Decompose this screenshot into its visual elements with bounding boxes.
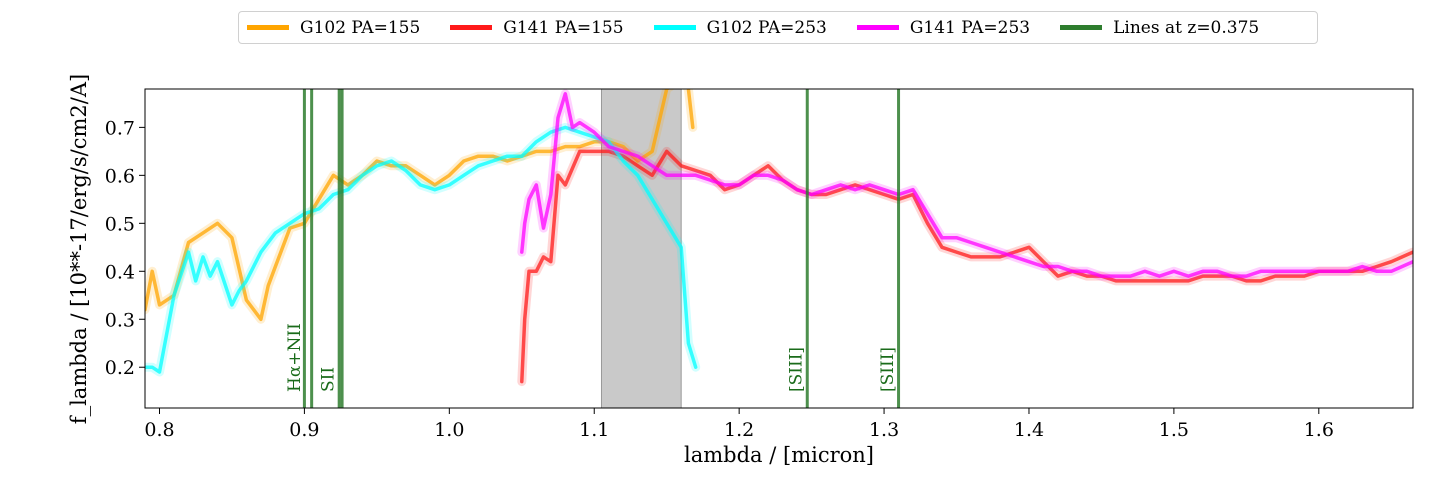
legend-swatch: [653, 25, 696, 30]
emission-line-label: [SIII]: [878, 347, 898, 392]
y-tick-label: 0.5: [105, 213, 135, 235]
legend-item-lines-at-z-0-375: Lines at z=0.375: [1052, 12, 1281, 43]
x-tick-label: 1.4: [1014, 419, 1044, 441]
y-tick-label: 0.3: [105, 309, 135, 331]
legend-label: G102 PA=253: [706, 17, 827, 38]
legend-item-g102-pa-253: G102 PA=253: [646, 12, 849, 43]
legend-swatch: [856, 25, 899, 30]
x-tick-label: 1.6: [1304, 419, 1334, 441]
emission-line-label: Hα+NII: [285, 323, 305, 392]
legend-label: G141 PA=155: [503, 17, 624, 38]
emission-line-label: [SIII]: [786, 347, 806, 392]
emission-line-label: SII: [318, 367, 338, 392]
series-g141-pa-253: [520, 92, 1413, 278]
legend-label: Lines at z=0.375: [1113, 17, 1260, 38]
legend-swatch: [450, 25, 493, 30]
legend-label: G102 PA=155: [300, 17, 421, 38]
x-tick-label: 0.9: [289, 419, 319, 441]
series-g102-pa-253: [145, 125, 698, 374]
legend: G102 PA=155 G141 PA=155 G102 PA=253 G141 PA…: [238, 11, 1318, 44]
legend-swatch: [1060, 25, 1103, 30]
x-tick-label: 1.0: [434, 419, 464, 441]
legend-item-g102-pa-155: G102 PA=155: [239, 12, 442, 43]
y-tick-label: 0.2: [105, 357, 135, 379]
y-tick-label: 0.7: [105, 117, 135, 139]
x-tick-label: 1.3: [869, 419, 899, 441]
legend-item-g141-pa-155: G141 PA=155: [442, 12, 645, 43]
legend-swatch: [247, 25, 289, 30]
y-axis-label: f_lambda / [10**-17/erg/s/cm2/A]: [67, 74, 91, 424]
legend-label: G141 PA=253: [909, 17, 1031, 38]
x-axis-label: lambda / [micron]: [684, 443, 874, 467]
x-tick-label: 1.5: [1159, 419, 1189, 441]
masked-region: [600, 89, 682, 408]
x-tick-label: 1.2: [724, 419, 754, 441]
legend-item-g141-pa-253: G141 PA=253: [849, 12, 1052, 43]
y-tick-label: 0.4: [105, 261, 135, 283]
y-tick-label: 0.6: [105, 165, 135, 187]
plot-frame: [144, 88, 1414, 409]
x-tick-label: 1.1: [579, 419, 609, 441]
x-tick-label: 0.8: [144, 419, 174, 441]
